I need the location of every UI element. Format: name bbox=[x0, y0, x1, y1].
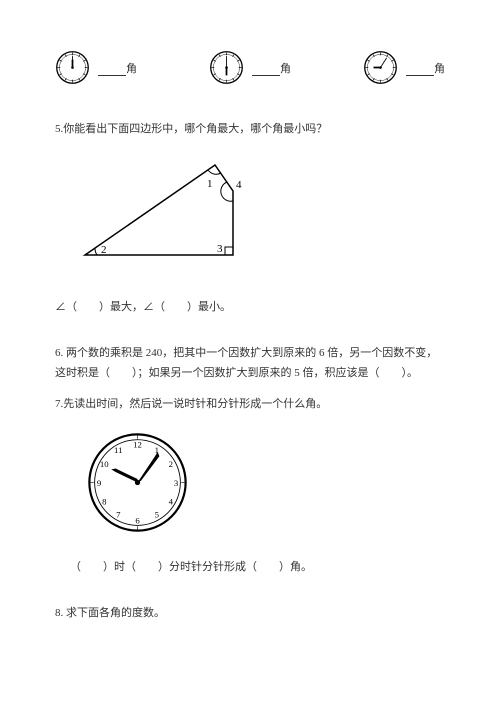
big-clock-figure: 12 1 2 3 4 5 6 7 8 9 10 11 bbox=[85, 430, 445, 538]
svg-text:6: 6 bbox=[135, 516, 140, 526]
svg-text:8: 8 bbox=[102, 497, 107, 507]
svg-text:9: 9 bbox=[97, 478, 102, 488]
svg-text:5: 5 bbox=[155, 510, 160, 520]
question-7: 7.先读出时间，然后说一说时针和分针形成一个什么角。 bbox=[55, 395, 445, 415]
angle-label-4: 4 bbox=[236, 179, 242, 191]
clock-icon-3 bbox=[363, 50, 398, 85]
question-8: 8. 求下面各角的度数。 bbox=[55, 604, 445, 624]
angle-label-2: 2 bbox=[101, 244, 107, 256]
clock-icon-1 bbox=[55, 50, 90, 85]
clock-item-2: 角 bbox=[209, 50, 291, 85]
question-6: 6. 两个数的乘积是 240，把其中一个因数扩大到原来的 6 倍，另一个因数不变… bbox=[55, 344, 445, 384]
question-5: 5.你能看出下面四边形中，哪个角最大，哪个角最小吗？ bbox=[55, 120, 445, 140]
q5-answer: ∠（ ）最大，∠（ ）最小。 bbox=[55, 298, 445, 314]
clock-item-3: 角 bbox=[363, 50, 445, 85]
clock-item-1: 角 bbox=[55, 50, 137, 85]
svg-text:7: 7 bbox=[116, 510, 121, 520]
angle-label-1: 1 bbox=[207, 178, 213, 190]
svg-text:3: 3 bbox=[174, 478, 179, 488]
svg-text:2: 2 bbox=[169, 459, 173, 469]
clock-blank-3: 角 bbox=[406, 60, 445, 76]
clock-row: 角 角 bbox=[55, 50, 445, 85]
svg-text:1: 1 bbox=[155, 445, 159, 455]
svg-text:11: 11 bbox=[114, 445, 122, 455]
clock-blank-1: 角 bbox=[98, 60, 137, 76]
quadrilateral-figure: 1 2 3 4 bbox=[65, 155, 445, 273]
clock-blank-2: 角 bbox=[252, 60, 291, 76]
svg-text:10: 10 bbox=[100, 459, 109, 469]
svg-text:4: 4 bbox=[169, 497, 174, 507]
clock-icon-2 bbox=[209, 50, 244, 85]
angle-label-3: 3 bbox=[217, 243, 223, 255]
svg-text:12: 12 bbox=[133, 440, 142, 450]
q7-fill: （ ）时（ ）分时针分针形成（ ）角。 bbox=[55, 558, 445, 574]
